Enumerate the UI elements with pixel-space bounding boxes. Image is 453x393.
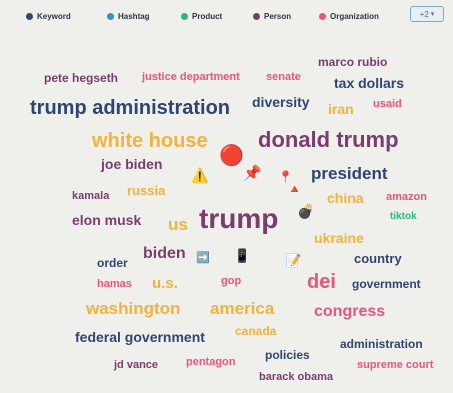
word-u-s[interactable]: u.s. [152, 275, 178, 292]
word-jd-vance[interactable]: jd vance [114, 359, 159, 371]
legend-dot-person [253, 12, 260, 20]
word-trump[interactable]: trump [199, 203, 279, 234]
word-white-house[interactable]: white house [92, 130, 208, 152]
word-amazon[interactable]: amazon [386, 191, 427, 203]
more-categories-label: +2 [419, 9, 429, 19]
word-cloud: marco rubio pete hegseth justice departm… [0, 30, 453, 393]
legend-label-organization: Organization [330, 11, 379, 21]
legend-dot-keyword [26, 12, 33, 20]
legend-item-product[interactable]: Product [181, 9, 222, 23]
word-congress[interactable]: congress [314, 303, 386, 320]
chevron-down-icon: ▾ [430, 11, 435, 18]
word-trump-administration[interactable]: trump administration [30, 97, 231, 119]
word-china[interactable]: china [327, 190, 364, 206]
word-order[interactable]: order [97, 256, 128, 270]
word-russia[interactable]: russia [127, 183, 166, 198]
warning-emoji[interactable]: ⚠️ [191, 167, 209, 183]
word-gop[interactable]: gop [221, 275, 242, 287]
word-us[interactable]: us [168, 215, 188, 234]
word-tax-dollars[interactable]: tax dollars [334, 75, 405, 91]
word-federal-government[interactable]: federal government [75, 329, 205, 345]
word-usaid[interactable]: usaid [373, 98, 402, 110]
word-country[interactable]: country [354, 251, 402, 266]
word-senate[interactable]: senate [266, 71, 301, 83]
word-barack-obama[interactable]: barack obama [259, 371, 333, 383]
word-biden[interactable]: biden [143, 245, 186, 262]
word-dei[interactable]: dei [307, 271, 336, 293]
legend-item-organization[interactable]: Organization [319, 9, 379, 23]
legend-item-hashtag[interactable]: Hashtag [107, 9, 150, 23]
legend: Keyword Hashtag Product Person Organizat… [0, 0, 453, 30]
right-arrow-emoji[interactable]: ➡️ [196, 252, 210, 264]
pushpin-emoji[interactable]: 📌 [243, 165, 262, 182]
word-pete-hegseth[interactable]: pete hegseth [44, 71, 119, 85]
word-justice-department[interactable]: justice department [142, 71, 240, 83]
word-kamala[interactable]: kamala [72, 190, 110, 202]
legend-label-product: Product [192, 11, 223, 21]
legend-label-person: Person [264, 11, 292, 21]
more-categories-dropdown[interactable]: +2 ▾ [410, 6, 444, 22]
word-tiktok[interactable]: tiktok [390, 211, 417, 222]
legend-item-keyword[interactable]: Keyword [26, 9, 71, 23]
legend-label-keyword: Keyword [37, 11, 71, 21]
word-elon-musk[interactable]: elon musk [72, 212, 142, 228]
word-administration[interactable]: administration [340, 337, 423, 351]
word-washington[interactable]: washington [86, 299, 181, 318]
round-pushpin-emoji[interactable]: 📍 [278, 170, 293, 184]
word-donald-trump[interactable]: donald trump [258, 127, 399, 152]
word-policies[interactable]: policies [265, 348, 310, 362]
red-circle-emoji[interactable]: 🔴 [219, 145, 244, 167]
bomb-emoji[interactable]: 💣 [297, 203, 315, 219]
mobile-phone-emoji[interactable]: 📱 [234, 248, 251, 263]
memo-emoji[interactable]: 📝 [285, 253, 302, 268]
word-supreme-court[interactable]: supreme court [357, 359, 434, 371]
word-joe-biden[interactable]: joe biden [101, 156, 163, 172]
word-president[interactable]: president [311, 164, 388, 183]
legend-label-hashtag: Hashtag [118, 11, 150, 21]
word-america[interactable]: america [210, 299, 275, 318]
word-government[interactable]: government [352, 277, 421, 291]
legend-dot-organization [319, 12, 326, 20]
word-canada[interactable]: canada [235, 324, 277, 338]
word-hamas[interactable]: hamas [97, 278, 132, 290]
word-iran[interactable]: iran [328, 101, 354, 117]
word-diversity[interactable]: diversity [252, 94, 310, 110]
legend-dot-product [181, 12, 188, 20]
word-ukraine[interactable]: ukraine [314, 230, 364, 246]
legend-item-person[interactable]: Person [253, 9, 291, 23]
word-pentagon[interactable]: pentagon [186, 356, 236, 368]
red-triangle-emoji[interactable]: 🔺 [287, 182, 302, 196]
word-marco-rubio[interactable]: marco rubio [318, 55, 388, 69]
legend-dot-hashtag [107, 12, 114, 20]
